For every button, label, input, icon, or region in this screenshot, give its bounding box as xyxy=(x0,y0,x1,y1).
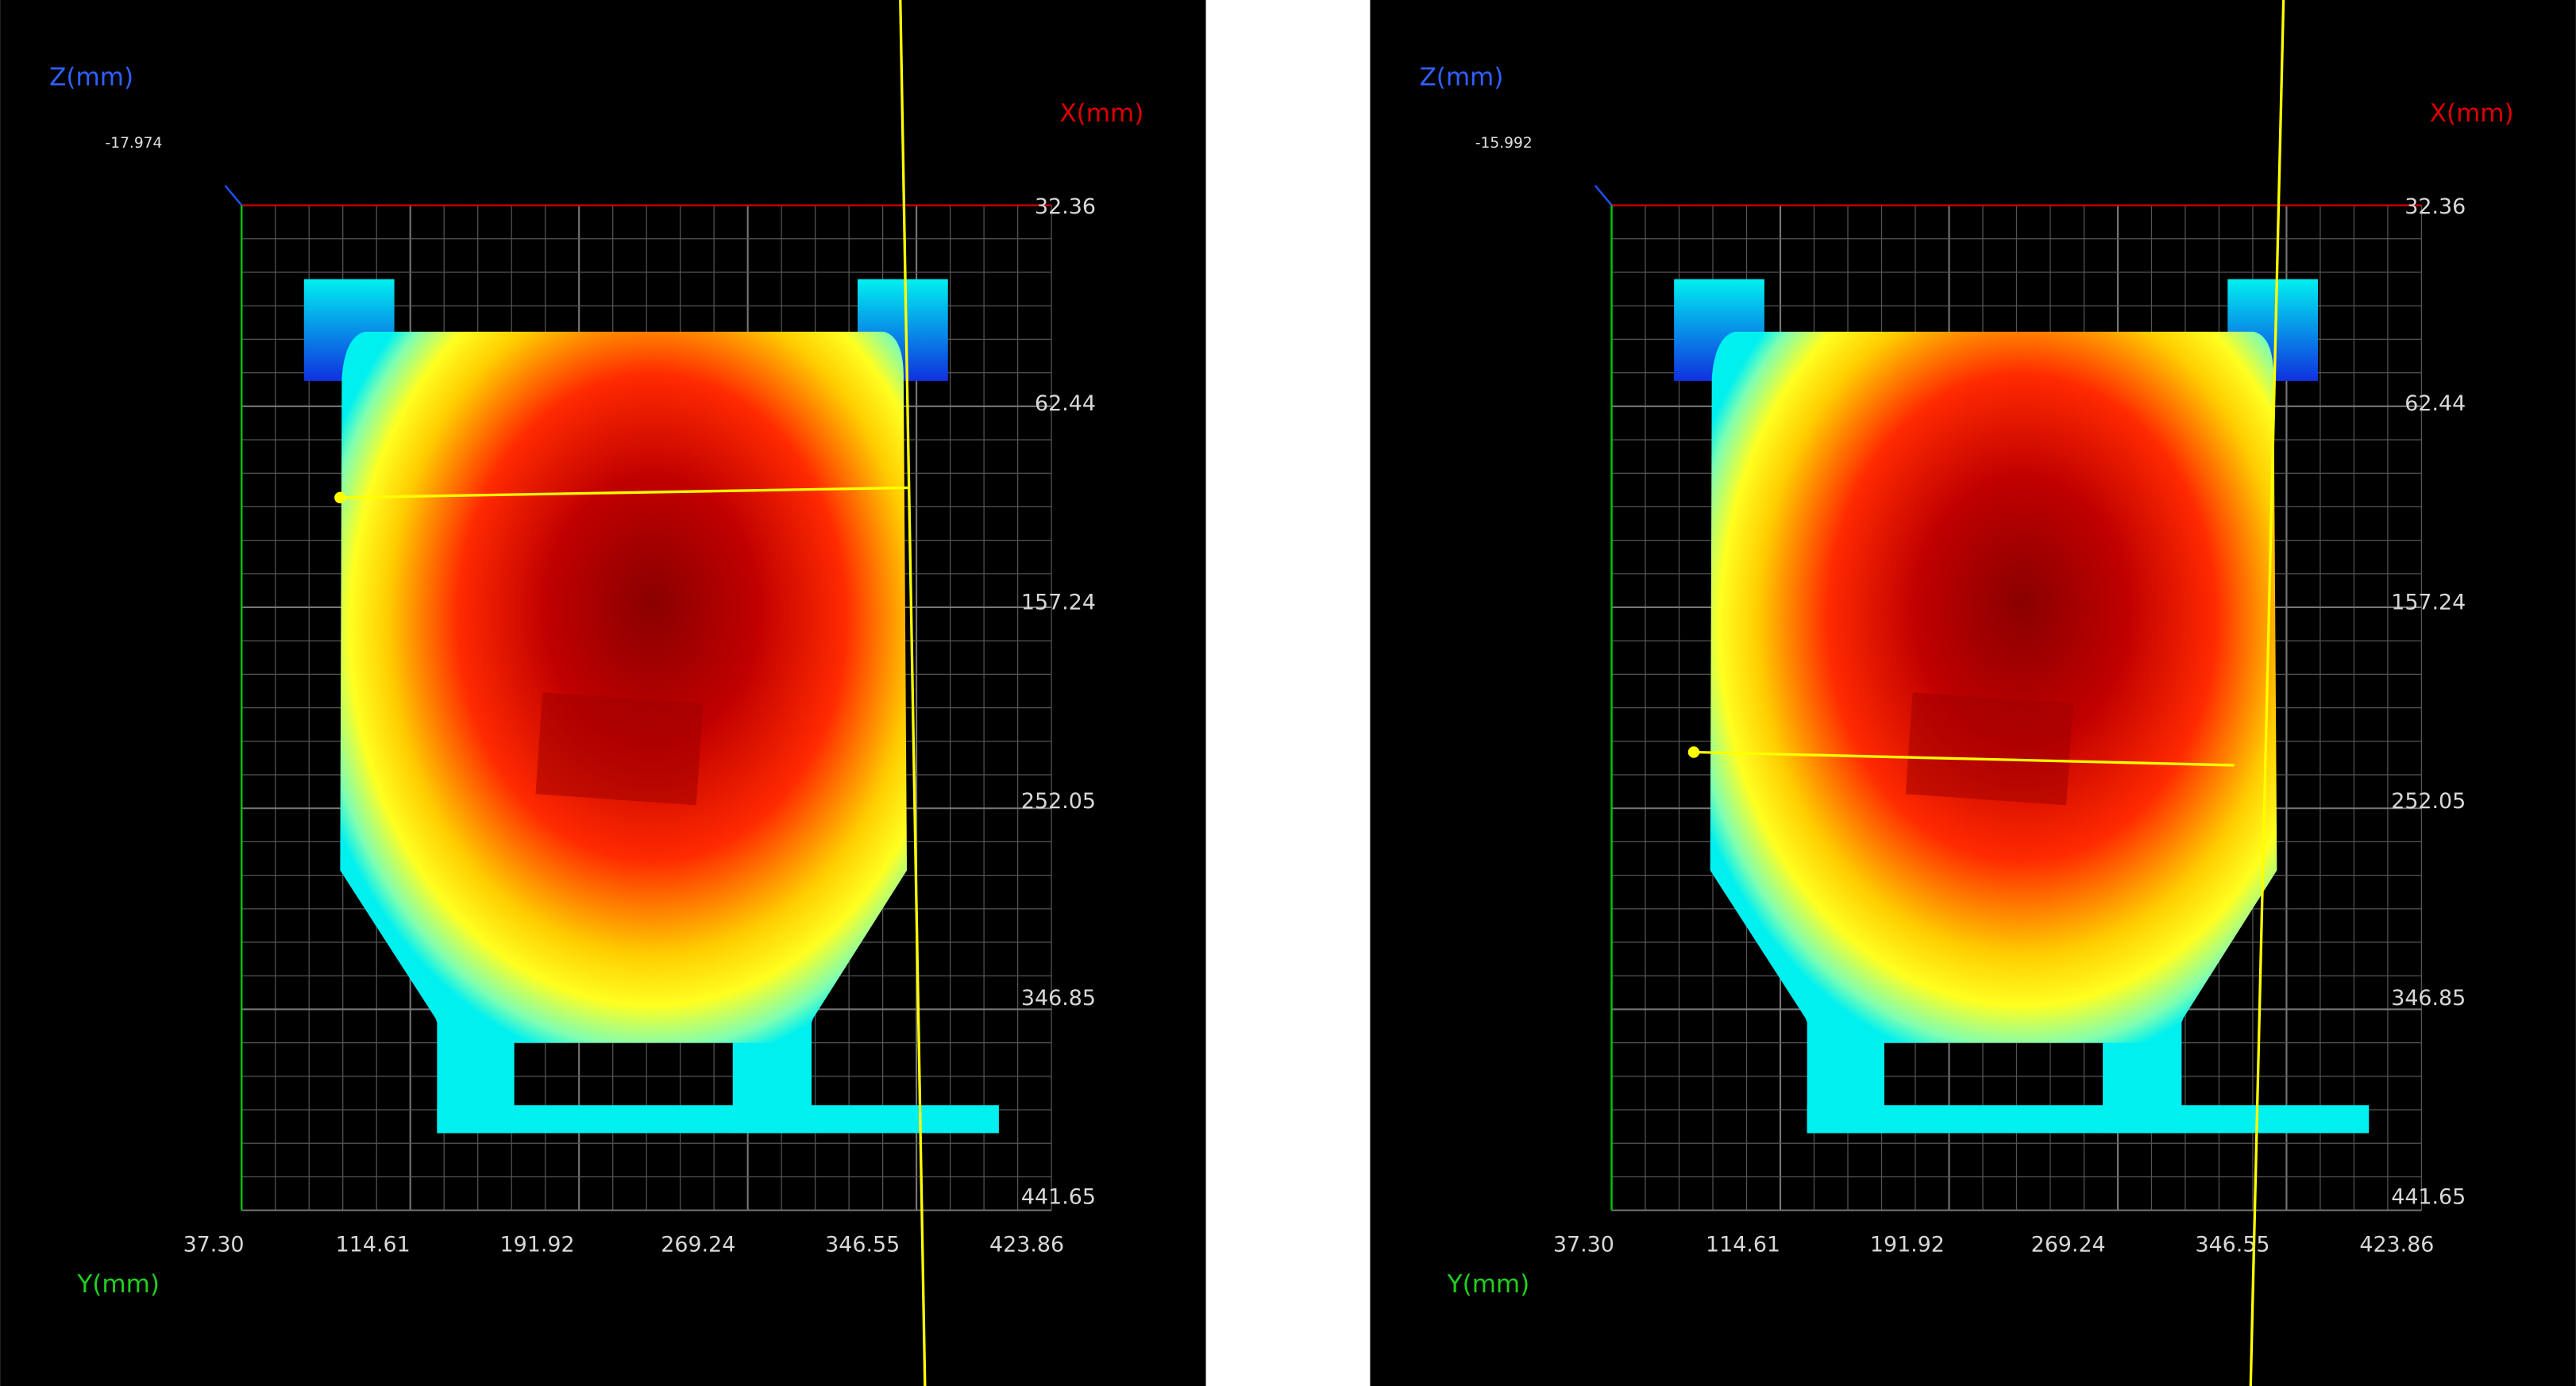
x-tick-label: 37.30 xyxy=(1553,1232,1614,1257)
box xyxy=(535,692,704,806)
y-tick-label: 346.85 xyxy=(2391,986,2466,1011)
y-tick-label: 157.24 xyxy=(2391,590,2466,614)
y-tick-label: 252.05 xyxy=(1021,789,1096,814)
viewer: Z(mm) X(mm) Y(mm) -15.992 32.36 62.44 157.24 25… xyxy=(1419,0,2514,1386)
z-axis xyxy=(224,184,243,206)
y-tick-label: 62.44 xyxy=(1035,391,1096,416)
z-axis xyxy=(1594,184,1613,206)
y-tick-label: 32.36 xyxy=(1035,194,1096,219)
z-axis-title: Z(mm) xyxy=(49,64,133,92)
base xyxy=(1807,1105,2370,1134)
x-tick-label: 114.61 xyxy=(1706,1232,1780,1257)
x-tick-label: 346.55 xyxy=(825,1232,900,1257)
z-axis-title: Z(mm) xyxy=(1419,64,1503,92)
x-tick-label: 346.55 xyxy=(2195,1232,2269,1257)
x-tick-label: 269.24 xyxy=(661,1232,735,1257)
y-tick-label: 32.36 xyxy=(2404,194,2466,219)
profile-point xyxy=(1687,746,1700,758)
y-tick-label: 441.65 xyxy=(2391,1184,2466,1209)
y-tick-label: 346.85 xyxy=(1021,986,1096,1011)
y-tick-label: 252.05 xyxy=(2391,789,2466,814)
x-tick-label: 423.86 xyxy=(2359,1232,2434,1257)
y-tick-label: 157.24 xyxy=(1021,590,1096,614)
heat-body xyxy=(340,331,908,1043)
box xyxy=(1905,692,2073,806)
x-tick-label: 37.30 xyxy=(183,1232,245,1257)
profile-point xyxy=(334,491,346,504)
cut-plane xyxy=(899,0,927,1386)
x-tick-label: 114.61 xyxy=(336,1232,411,1257)
x-axis-title: X(mm) xyxy=(1059,99,1143,128)
y-axis-title: Y(mm) xyxy=(1447,1270,1530,1299)
y-tick-label: 441.65 xyxy=(1021,1184,1096,1209)
y-tick-label: 62.44 xyxy=(2404,391,2466,416)
profile-line xyxy=(340,486,909,499)
x-tick-label: 191.92 xyxy=(1870,1232,1945,1257)
x-axis-title: X(mm) xyxy=(2430,99,2514,128)
corner-text: -15.992 xyxy=(1475,135,1533,152)
heat-body xyxy=(1710,331,2277,1043)
x-tick-label: 423.86 xyxy=(989,1232,1064,1257)
cut-plane xyxy=(2249,0,2285,1386)
base xyxy=(437,1105,999,1134)
corner-text: -17.974 xyxy=(106,135,163,152)
profile-line xyxy=(1693,750,2235,767)
x-tick-label: 191.92 xyxy=(500,1232,575,1257)
y-axis-title: Y(mm) xyxy=(76,1270,160,1299)
viewer: Z(mm) X(mm) Y(mm) -17.974 32.36 62.44 157.24 25… xyxy=(49,0,1143,1386)
x-tick-label: 269.24 xyxy=(2031,1232,2106,1257)
